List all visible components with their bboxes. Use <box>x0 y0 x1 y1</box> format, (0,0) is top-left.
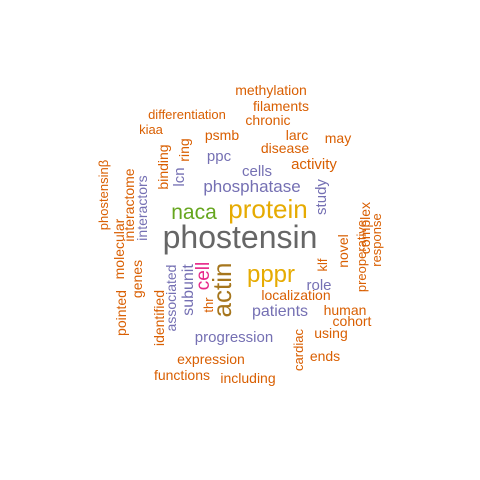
word-progression: progression <box>195 329 273 346</box>
word-novel: novel <box>335 234 351 267</box>
word-localization: localization <box>261 287 330 303</box>
word-response: response <box>369 213 384 266</box>
word-differentiation: differentiation <box>148 107 226 122</box>
word-methylation: methylation <box>235 82 307 98</box>
word-cardiac: cardiac <box>291 329 306 371</box>
word-identified: identified <box>151 290 167 346</box>
word-psmb: psmb <box>205 127 239 143</box>
word-binding: binding <box>155 144 171 189</box>
word-larc: larc <box>286 127 309 143</box>
word-ppc: ppc <box>207 148 232 165</box>
word-pppr: pppr <box>247 261 295 288</box>
word-protein: protein <box>228 194 308 224</box>
word-actin: actin <box>207 263 237 318</box>
word-patients: patients <box>252 303 308 320</box>
word-thr: thr <box>201 297 216 313</box>
word-associated: associated <box>163 265 179 332</box>
word-phostensinβ: phostensinβ <box>96 160 111 230</box>
word-chronic: chronic <box>245 112 290 128</box>
word-kiaa: kiaa <box>139 122 164 137</box>
word-pointed: pointed <box>113 290 129 336</box>
word-cells: cells <box>242 163 272 180</box>
word-role: role <box>306 277 331 294</box>
word-molecular: molecular <box>111 218 127 279</box>
word-disease: disease <box>261 140 309 156</box>
word-study: study <box>313 179 330 215</box>
word-interactors: interactors <box>134 175 150 240</box>
word-complex: complex <box>357 202 373 254</box>
word-expression: expression <box>177 351 245 367</box>
word-cell: cell <box>193 262 214 291</box>
word-genes: genes <box>129 260 145 298</box>
word-klf: klf <box>315 258 330 271</box>
word-ring: ring <box>176 138 192 161</box>
word-subunit: subunit <box>180 264 197 316</box>
word-naca: naca <box>171 201 217 224</box>
word-may: may <box>325 130 351 146</box>
word-using: using <box>314 325 347 341</box>
word-interactome: interactome <box>121 168 137 241</box>
word-phostensin: phostensin <box>163 219 318 255</box>
word-preoperative: preoperative <box>354 220 369 292</box>
word-filaments: filaments <box>253 98 309 114</box>
word-functions: functions <box>154 367 210 383</box>
word-phosphatase: phosphatase <box>203 177 300 196</box>
word-ends: ends <box>310 348 340 364</box>
word-lcn: lcn <box>171 167 188 186</box>
word-cohort: cohort <box>333 313 372 329</box>
word-human: human <box>324 302 367 318</box>
word-activity: activity <box>291 156 337 173</box>
word-including: including <box>220 370 275 386</box>
